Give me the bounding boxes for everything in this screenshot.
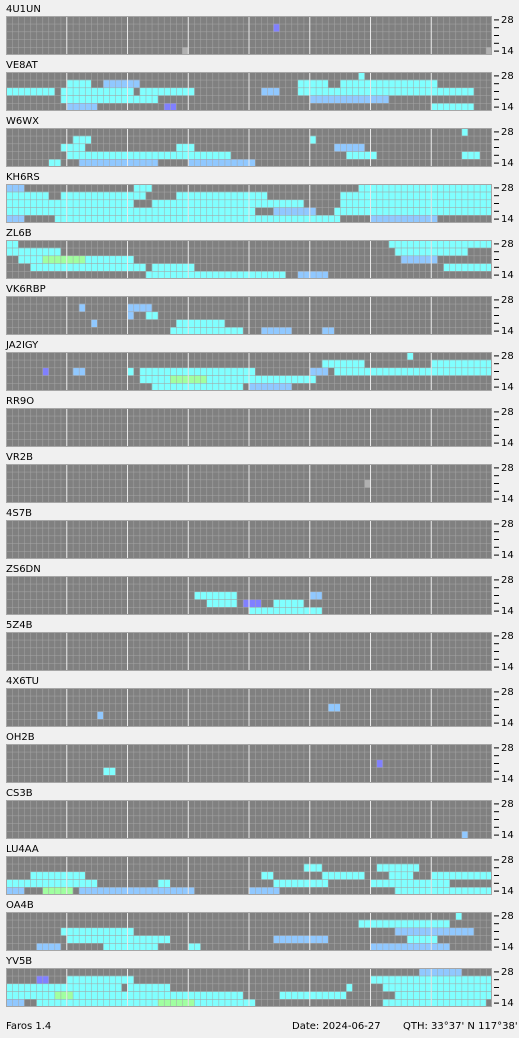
band-label-bottom: 14 [501,550,514,561]
station-call: KH6RS [6,172,40,183]
station-panel: OA4B 28 14 [6,900,514,953]
band-label-bottom: 14 [501,270,514,281]
band-label-top: 28 [501,15,514,26]
station-panel: YV5B 28 14 [5,956,514,1009]
grid-border [6,296,492,335]
station-call: YV5B [5,956,32,967]
band-label-top: 28 [501,351,514,362]
station-panel: RR9O 28 14 [6,396,514,449]
band-label-bottom: 14 [501,214,514,225]
station-call: JA2IGY [5,340,39,351]
band-label-bottom: 14 [501,942,514,953]
band-label-top: 28 [501,631,514,642]
band-label-bottom: 14 [501,382,514,393]
qth-label: QTH: 33°37' N 117°38' W [403,1021,519,1032]
band-label-top: 28 [501,799,514,810]
band-label-top: 28 [501,911,514,922]
grid-border [6,128,492,167]
station-panel: VK6RBP 28 14 [6,284,514,337]
band-label-top: 28 [501,463,514,474]
grid-border [6,856,492,895]
station-call: LU4AA [6,844,39,855]
station-panel: OH2B 28 14 [6,732,514,785]
band-label-bottom: 14 [501,438,514,449]
band-label-bottom: 14 [501,774,514,785]
grid-border [6,72,492,111]
band-label-bottom: 14 [501,998,514,1009]
grid-border [6,968,492,1007]
band-label-top: 28 [501,183,514,194]
station-panel: VR2B 28 14 [6,452,514,505]
band-label-bottom: 14 [501,102,514,113]
station-panel: 4U1UN 28 14 [6,4,514,57]
grid-border [6,576,492,615]
station-panel: 5Z4B 28 14 [6,620,514,673]
band-label-bottom: 14 [501,46,514,57]
grid-border [6,688,492,727]
station-call: ZL6B [6,228,32,239]
station-panel: 4S7B 28 14 [6,508,514,561]
station-panels: 4U1UN 28 14 VE8AT 28 14 W6WX 28 14 KH6RS 28 14 ZL6B 2… [5,4,514,1009]
band-label-top: 28 [501,575,514,586]
date-label: Date: 2024-06-27 [292,1021,381,1032]
band-label-top: 28 [501,239,514,250]
band-label-top: 28 [501,743,514,754]
station-call: 4X6TU [6,676,39,687]
grid-border [6,520,492,559]
band-label-bottom: 14 [501,662,514,673]
grid-border [6,352,492,391]
station-call: VE8AT [6,60,39,71]
station-panel: W6WX 28 14 [6,116,514,169]
station-panel: ZS6DN 28 14 [6,564,514,617]
app-version: Faros 1.4 [6,1021,51,1032]
band-label-top: 28 [501,519,514,530]
grid-border [6,632,492,671]
station-call: 5Z4B [6,620,33,631]
station-call: 4U1UN [6,4,41,15]
station-call: OA4B [6,900,34,911]
grid-border [6,240,492,279]
station-panel: ZL6B 28 14 [6,228,514,281]
band-label-top: 28 [501,407,514,418]
station-call: CS3B [6,788,33,799]
band-label-bottom: 14 [501,886,514,897]
band-label-top: 28 [501,127,514,138]
band-label-bottom: 14 [501,718,514,729]
station-call: 4S7B [6,508,32,519]
band-label-top: 28 [501,295,514,306]
station-panel: JA2IGY 28 14 [5,340,514,393]
band-label-top: 28 [501,71,514,82]
station-call: OH2B [6,732,35,743]
grid-border [6,464,492,503]
band-label-top: 28 [501,687,514,698]
band-label-top: 28 [501,967,514,978]
band-label-top: 28 [501,855,514,866]
grid-border [6,744,492,783]
band-label-bottom: 14 [501,606,514,617]
station-panel: LU4AA 28 14 [6,844,514,897]
grid-border [6,16,492,55]
band-label-bottom: 14 [501,494,514,505]
station-panel: KH6RS 28 14 [6,172,514,225]
grid-border [6,408,492,447]
band-label-bottom: 14 [501,326,514,337]
station-call: ZS6DN [6,564,41,575]
station-call: VR2B [6,452,33,463]
band-label-bottom: 14 [501,158,514,169]
band-label-bottom: 14 [501,830,514,841]
station-call: RR9O [6,396,34,407]
grid-border [6,912,492,951]
grid-border [6,184,492,223]
station-call: VK6RBP [6,284,46,295]
station-panel: VE8AT 28 14 [6,60,514,113]
station-panel: 4X6TU 28 14 [6,676,514,729]
station-call: W6WX [6,116,39,127]
station-panel: CS3B 28 14 [6,788,514,841]
grid-border [6,800,492,839]
